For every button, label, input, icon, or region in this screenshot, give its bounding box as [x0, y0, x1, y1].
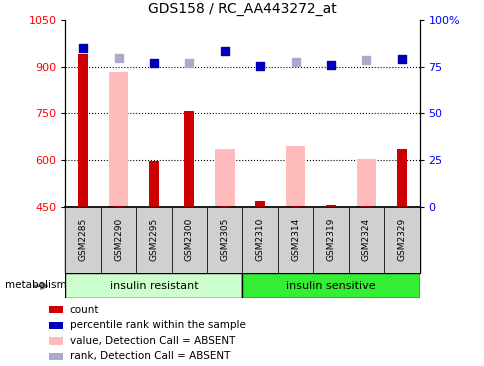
Bar — [65, 207, 101, 273]
Bar — [113, 206, 123, 207]
Point — [114, 56, 122, 61]
Text: GSM2290: GSM2290 — [114, 218, 123, 261]
Text: rank, Detection Call = ABSENT: rank, Detection Call = ABSENT — [70, 351, 230, 361]
Bar — [242, 273, 419, 298]
Text: metabolism: metabolism — [5, 280, 66, 290]
Text: value, Detection Call = ABSENT: value, Detection Call = ABSENT — [70, 336, 235, 346]
Bar — [313, 207, 348, 273]
Bar — [101, 207, 136, 273]
Bar — [396, 149, 406, 207]
Bar — [383, 207, 419, 273]
Bar — [65, 273, 242, 298]
Point — [185, 60, 193, 66]
Text: GSM2300: GSM2300 — [184, 218, 194, 261]
Bar — [290, 206, 300, 207]
Bar — [219, 206, 229, 207]
Text: GSM2329: GSM2329 — [396, 218, 406, 261]
Text: insulin sensitive: insulin sensitive — [286, 281, 375, 291]
Point — [397, 56, 405, 62]
Point — [220, 48, 228, 54]
Point — [256, 63, 263, 69]
Text: GSM2314: GSM2314 — [290, 218, 300, 261]
Bar — [255, 201, 265, 207]
Bar — [348, 207, 383, 273]
Bar — [214, 149, 234, 207]
Text: GSM2319: GSM2319 — [326, 218, 335, 261]
Text: insulin resistant: insulin resistant — [109, 281, 198, 291]
Text: GSM2285: GSM2285 — [78, 218, 88, 261]
Bar — [78, 54, 88, 207]
Text: GSM2324: GSM2324 — [361, 218, 370, 261]
Bar — [48, 322, 63, 329]
Point — [79, 45, 87, 51]
Point — [362, 57, 369, 63]
Point — [291, 60, 299, 66]
Text: GSM2310: GSM2310 — [255, 218, 264, 261]
Point — [326, 62, 334, 68]
Title: GDS158 / RC_AA443272_at: GDS158 / RC_AA443272_at — [148, 2, 336, 16]
Bar — [108, 72, 128, 207]
Bar — [48, 306, 63, 313]
Bar — [277, 207, 313, 273]
Text: percentile rank within the sample: percentile rank within the sample — [70, 320, 245, 330]
Bar — [149, 161, 159, 207]
Bar — [207, 207, 242, 273]
Bar — [325, 205, 335, 207]
Text: GSM2295: GSM2295 — [149, 218, 158, 261]
Bar — [136, 207, 171, 273]
Bar — [356, 158, 376, 207]
Point — [150, 60, 157, 66]
Bar — [171, 207, 207, 273]
Bar — [242, 207, 277, 273]
Bar — [184, 111, 194, 207]
Bar — [48, 353, 63, 360]
Text: GSM2305: GSM2305 — [220, 218, 229, 261]
Bar — [285, 146, 305, 207]
Bar — [361, 206, 371, 207]
Text: count: count — [70, 305, 99, 315]
Bar — [48, 337, 63, 344]
